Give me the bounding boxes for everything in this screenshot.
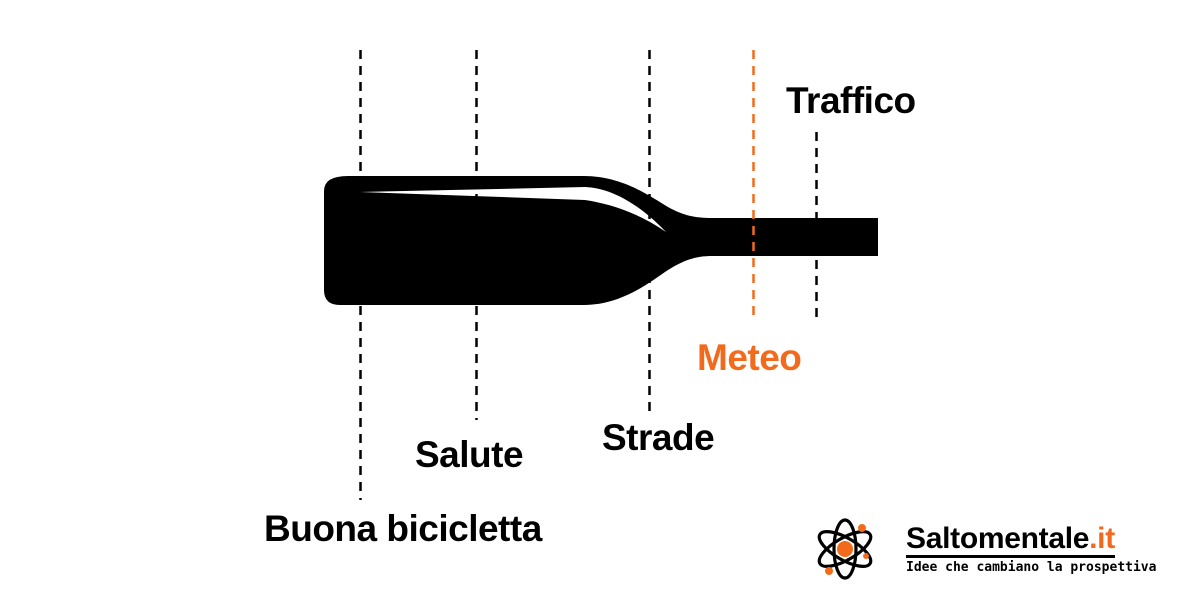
- bottle-shape: [324, 176, 878, 305]
- label-salute: Salute: [415, 434, 524, 475]
- label-meteo: Meteo: [697, 337, 802, 378]
- brand-name-main: Saltomentale: [906, 522, 1090, 555]
- label-buona-bicicletta: Buona bicicletta: [264, 508, 542, 549]
- brand-tagline: Idee che cambiano la prospettiva: [906, 560, 1157, 575]
- brand-name-tld: .it: [1089, 522, 1115, 555]
- label-strade: Strade: [602, 417, 715, 458]
- atom-icon: [817, 518, 873, 580]
- brand-name: Saltomentale.it: [906, 524, 1115, 558]
- bottle-highlight: [360, 187, 666, 232]
- brand-block: Saltomentale.it Idee che cambiano la pro…: [812, 514, 1172, 584]
- label-traffico: Traffico: [786, 80, 916, 121]
